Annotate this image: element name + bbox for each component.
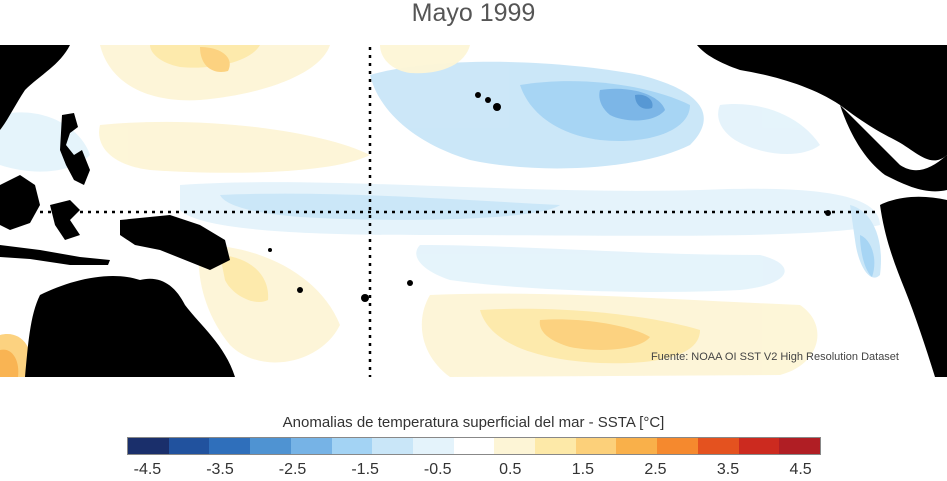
colorbar-swatch — [657, 438, 698, 454]
colorbar-tick-label: 3.5 — [716, 461, 740, 478]
colorbar-swatch — [412, 438, 454, 454]
land-island — [297, 287, 303, 293]
colorbar-swatch — [779, 438, 820, 454]
colorbar-tick-label: -4.5 — [133, 461, 162, 478]
colorbar-swatch — [575, 438, 617, 454]
colorbar-swatch — [128, 438, 169, 454]
land-hawaii-1 — [475, 92, 481, 98]
land-new-guinea — [120, 215, 230, 270]
colorbar-swatch — [453, 438, 495, 454]
land-masses — [0, 45, 947, 377]
sst-anomaly-map — [0, 45, 947, 377]
colorbar-swatch — [738, 438, 780, 454]
data-source-note: Fuente: NOAA OI SST V2 High Resolution D… — [650, 351, 899, 363]
land-hawaii-3 — [493, 103, 501, 111]
colorbar-swatch — [616, 438, 658, 454]
colorbar-swatch — [331, 438, 373, 454]
colorbar-swatch — [494, 438, 536, 454]
land-hawaii-2 — [485, 97, 491, 103]
land-borneo — [0, 175, 40, 230]
colorbar-tick-label: 2.5 — [644, 461, 667, 478]
land-philippines — [60, 113, 90, 185]
colorbar-tick-label: 0.5 — [499, 461, 522, 478]
land-australia — [25, 275, 235, 377]
map-title: Mayo 1999 — [411, 0, 536, 27]
colorbar-swatch — [535, 438, 576, 454]
colorbar-swatch — [697, 438, 739, 454]
land-south-america — [880, 196, 947, 377]
colorbar-tick-label: -1.5 — [351, 461, 379, 478]
colorbar-tick-label: 4.5 — [789, 461, 812, 478]
colorbar-swatch — [290, 438, 332, 454]
land-north-america — [697, 45, 947, 161]
land-indonesian-islands — [0, 245, 110, 265]
colorbar-title: Anomalias de temperatura superficial del… — [282, 414, 665, 431]
cool-anomaly-regions — [0, 61, 881, 292]
land-island — [407, 280, 413, 286]
colorbar-tick-label: -2.5 — [278, 461, 307, 478]
land-island — [268, 248, 272, 252]
colorbar-swatch — [372, 438, 413, 454]
colorbar-swatch — [168, 438, 210, 454]
colorbar-tick-label: -3.5 — [206, 461, 234, 478]
land-asia — [0, 45, 70, 130]
land-sulawesi — [50, 200, 80, 240]
land-fiji — [361, 294, 369, 302]
colorbar-tick-label: 1.5 — [571, 461, 594, 478]
land-central-america — [840, 105, 947, 192]
colorbar — [127, 437, 821, 455]
colorbar-tick-label: -0.5 — [423, 461, 452, 478]
colorbar-swatch — [250, 438, 291, 454]
colorbar-ticks: -4.5 -3.5 -2.5 -1.5 -0.5 0.5 1.5 2.5 3.5 4.5 — [127, 461, 821, 481]
colorbar-swatch — [209, 438, 251, 454]
